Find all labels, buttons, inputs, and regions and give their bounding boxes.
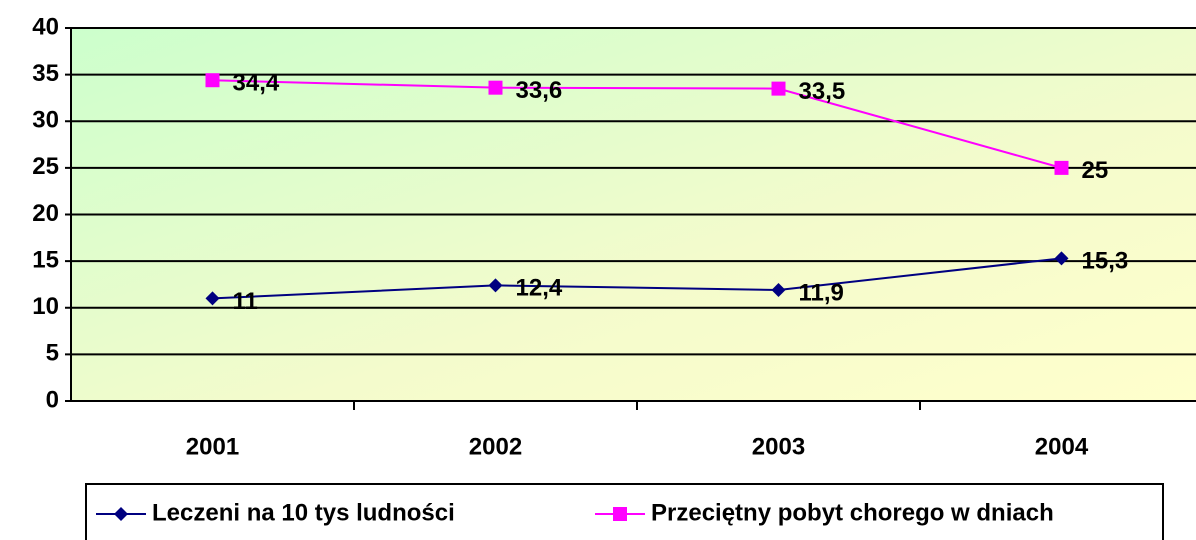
legend-label: Leczeni na 10 tys ludności [152, 499, 455, 526]
legend-label: Przeciętny pobyt chorego w dniach [651, 499, 1054, 526]
y-tick-label: 10 [32, 293, 59, 320]
series-line [212, 79, 1062, 169]
marker [1054, 160, 1069, 175]
y-tick-label: 5 [46, 340, 59, 367]
x-tick-label: 2003 [752, 433, 805, 460]
y-tick-label: 35 [32, 60, 59, 87]
data-label: 33,5 [799, 78, 846, 105]
x-tick-label: 2002 [469, 433, 522, 460]
y-tick-label: 30 [32, 107, 59, 134]
data-label: 11 [233, 288, 258, 315]
marker [488, 278, 503, 293]
marker [205, 73, 220, 88]
data-label: 34,4 [233, 70, 280, 97]
data-label: 11,9 [799, 279, 844, 306]
marker [205, 291, 220, 306]
marker [114, 507, 128, 521]
marker [488, 80, 503, 95]
data-label: 15,3 [1082, 248, 1129, 275]
y-tick-label: 40 [32, 13, 59, 40]
data-label: 12,4 [516, 275, 563, 302]
marker [771, 283, 786, 298]
marker [771, 81, 786, 96]
y-tick-label: 0 [46, 386, 59, 413]
marker [613, 507, 627, 521]
x-tick-label: 2001 [186, 433, 239, 460]
series-line [212, 257, 1062, 300]
data-label: 25 [1082, 157, 1109, 184]
y-tick-label: 15 [32, 246, 59, 273]
data-label: 33,6 [516, 77, 563, 104]
y-tick-label: 25 [32, 153, 59, 180]
marker [1054, 251, 1069, 266]
x-tick-label: 2004 [1035, 433, 1089, 460]
y-tick-label: 20 [32, 200, 59, 227]
